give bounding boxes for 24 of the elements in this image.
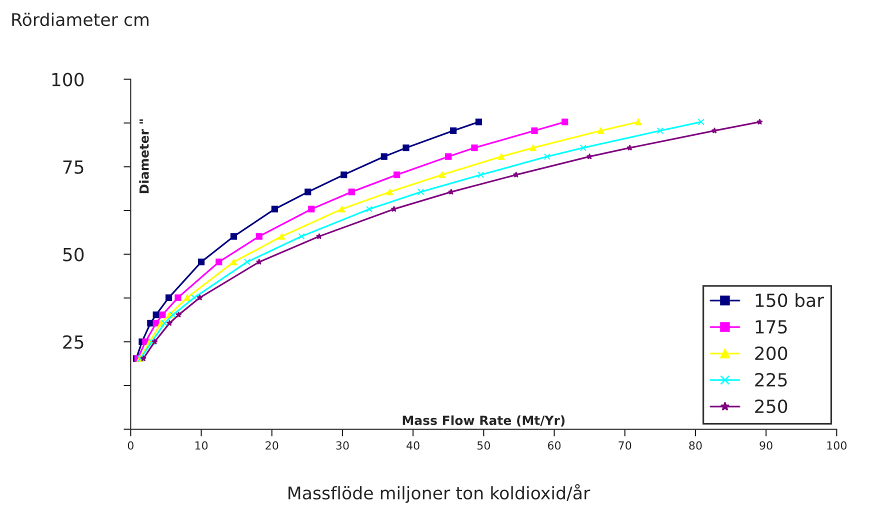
legend-label: 150 bar [756, 293, 824, 308]
x-tick-label: 70 [618, 441, 632, 450]
x-tick-label: 90 [760, 441, 772, 450]
x-tick-label: 0 [128, 441, 134, 450]
x-axis-title: Mass Flow Rate (Mt/Yr) [402, 415, 565, 427]
x-tick-label: 40 [406, 441, 420, 450]
x-tick-label: 60 [548, 441, 561, 450]
legend-label: 250 [755, 399, 788, 414]
y-axis-title: Diameter " [139, 119, 149, 194]
text: Rördiameter cm [12, 12, 148, 26]
x-tick-label: 20 [266, 441, 278, 450]
x-tick-label: 100 [827, 441, 847, 450]
y-tick-label: 75 [63, 160, 84, 174]
x-tick-label: 10 [195, 441, 208, 450]
x-tick-label: 80 [689, 441, 702, 450]
y-tick-label: 50 [63, 248, 84, 262]
legend-label: 225 [755, 372, 787, 387]
text: Massflöde miljoner ton koldioxid/år [288, 484, 590, 503]
x-tick-label: 30 [336, 441, 349, 450]
y-tick-label: 25 [63, 335, 84, 349]
legend-label: 200 [755, 346, 788, 360]
x-tick-label: 50 [477, 441, 490, 450]
y-tick-label: 100 [52, 72, 84, 86]
legend-label: 175 [756, 320, 787, 334]
